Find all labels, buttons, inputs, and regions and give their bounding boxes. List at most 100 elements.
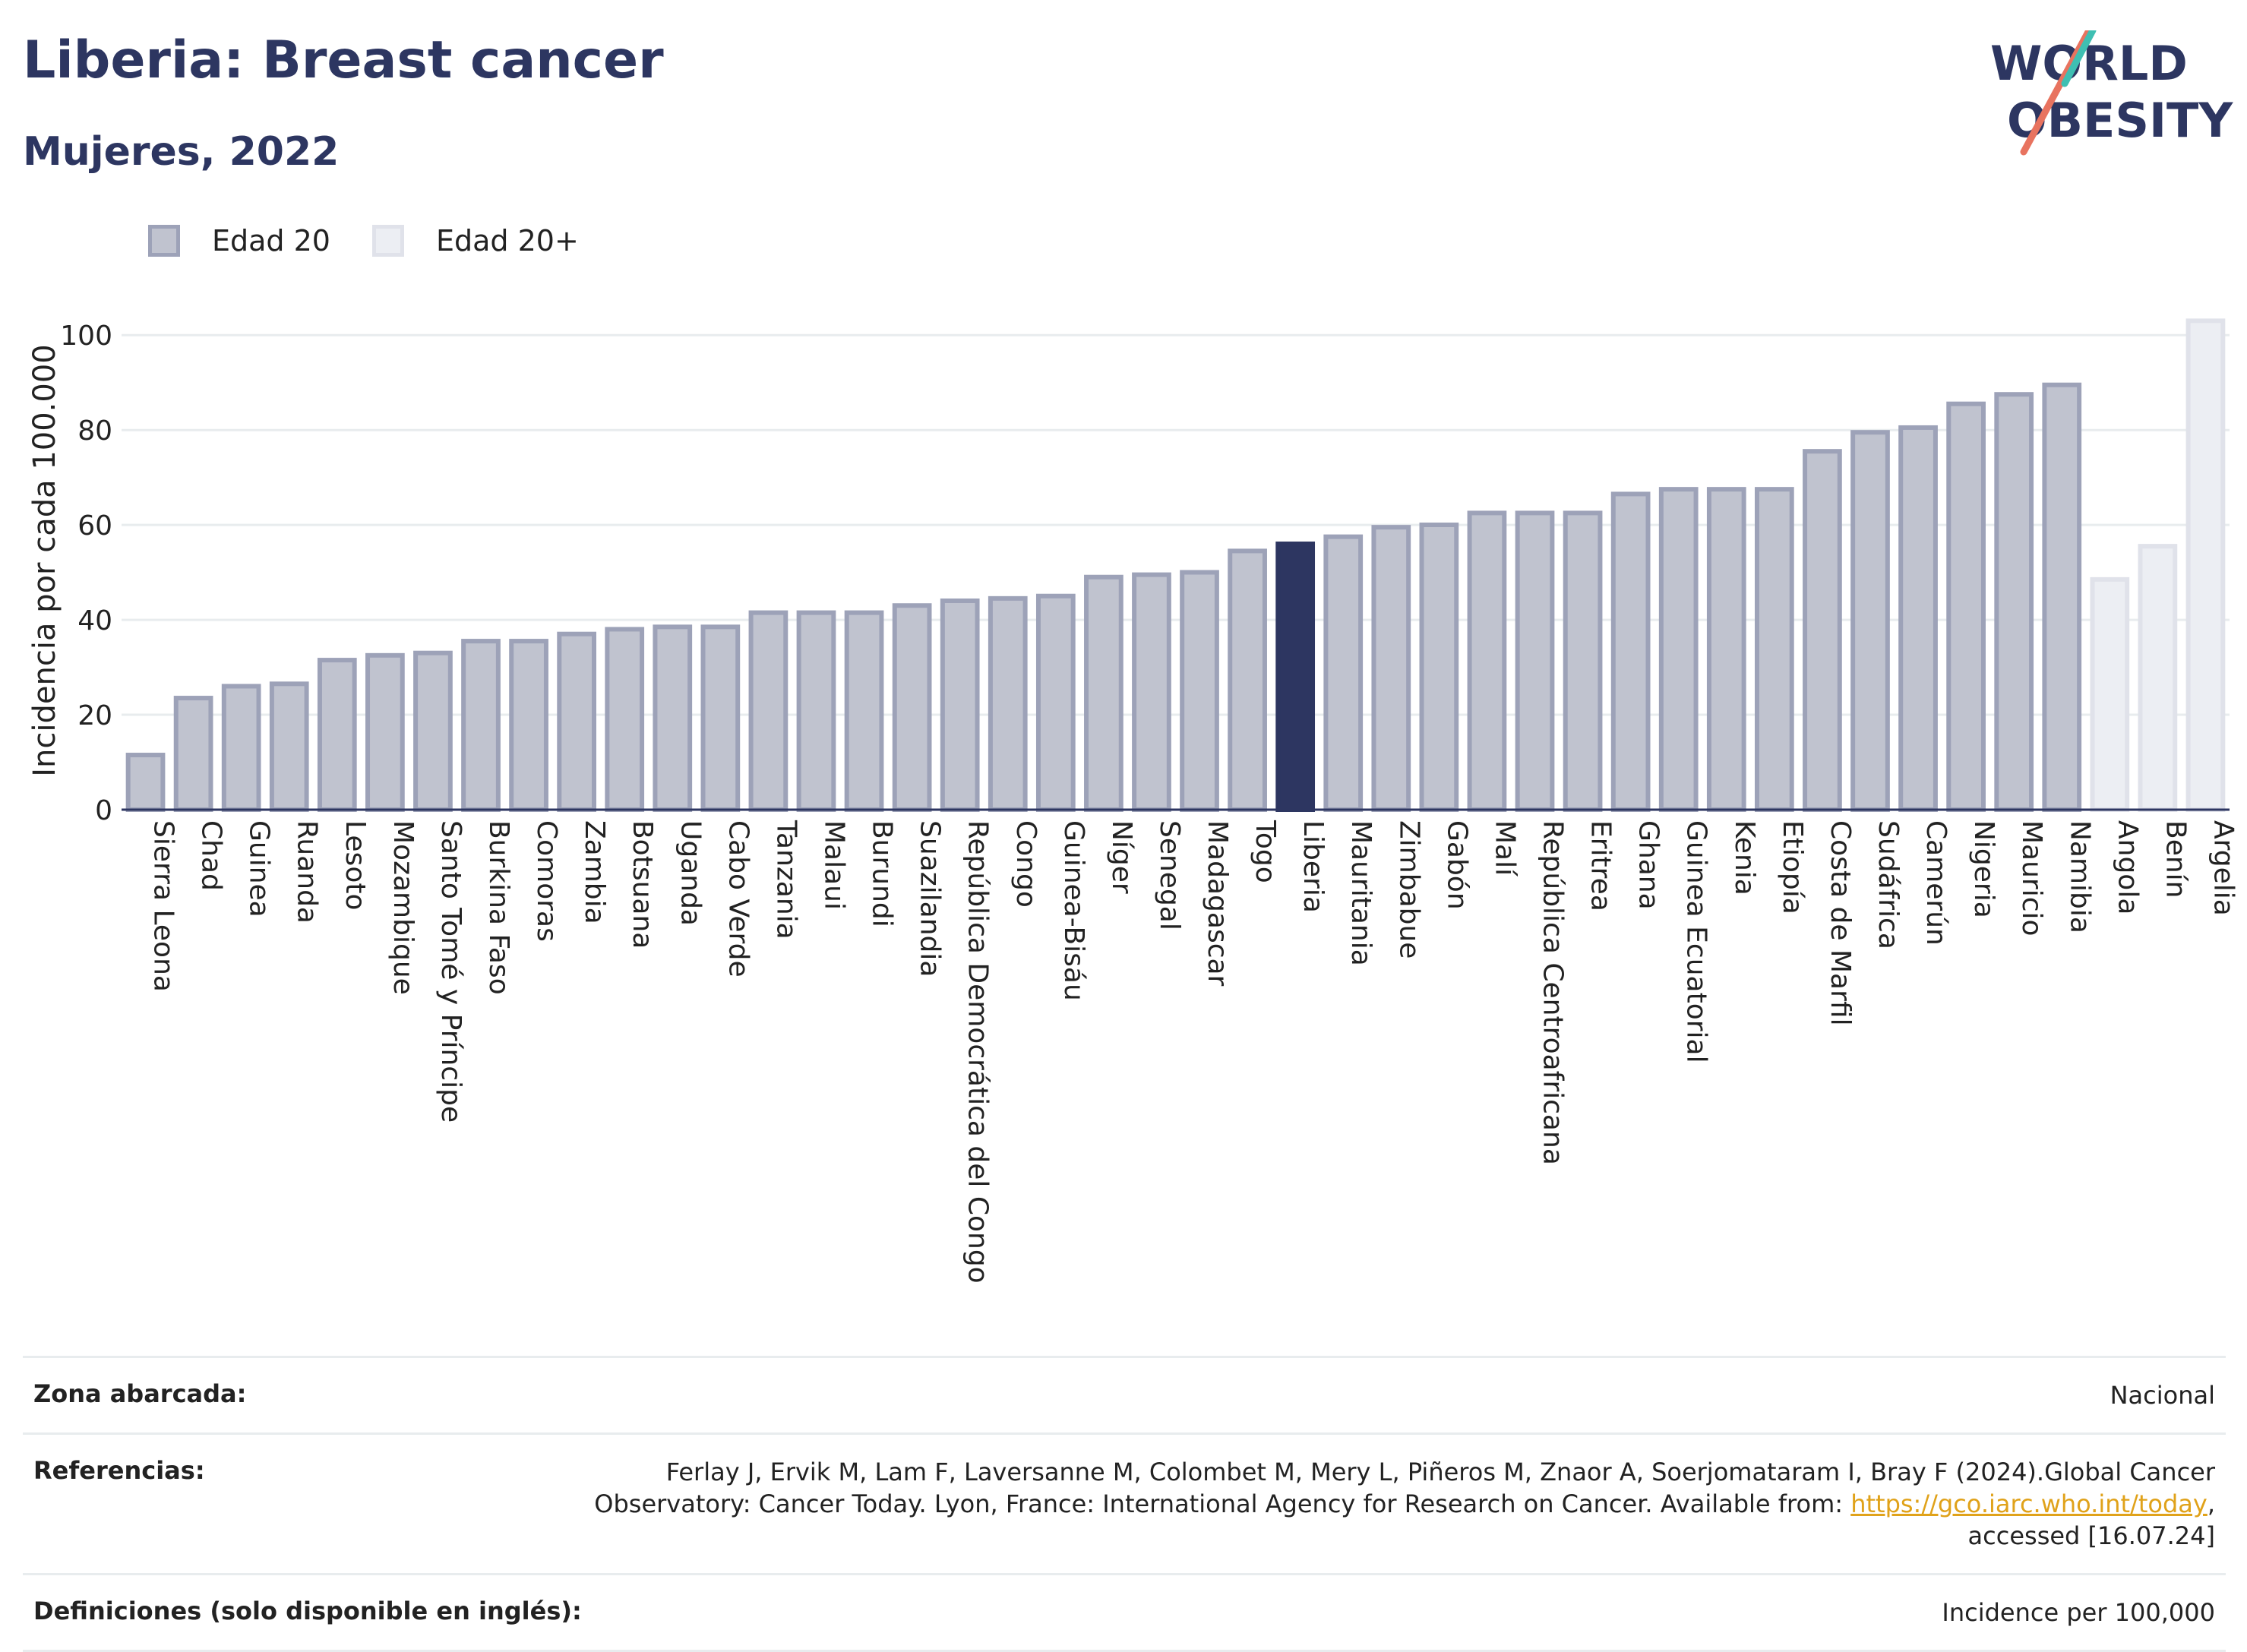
bar[interactable] xyxy=(1994,392,2034,812)
x-tick-label: Benín xyxy=(2160,820,2191,898)
bar[interactable] xyxy=(844,610,884,812)
bar[interactable] xyxy=(796,610,836,812)
axis-layer: 0 20 40 60 80 100 Sierra Leona Chad Guinea Ruanda… xyxy=(60,321,2239,1283)
bar[interactable] xyxy=(2042,382,2082,812)
bar[interactable] xyxy=(1323,534,1364,812)
bar[interactable] xyxy=(221,684,261,813)
bar[interactable] xyxy=(1132,572,1171,812)
x-tick-label: Guinea xyxy=(244,820,275,918)
bar[interactable] xyxy=(2090,576,2130,812)
x-tick-label: Zambia xyxy=(579,820,610,924)
x-tick-label: Angola xyxy=(2112,820,2143,914)
bar[interactable] xyxy=(1946,401,1986,812)
y-tick-label: 40 xyxy=(77,605,112,636)
x-tick-label: Burundi xyxy=(867,820,898,927)
references-tail: , accessed [16.07.24] xyxy=(1967,1489,2215,1550)
bar[interactable] xyxy=(1275,542,1316,812)
x-tick-label: Comoras xyxy=(531,820,562,942)
y-tick-label: 60 xyxy=(77,510,112,542)
x-tick-label: Eritrea xyxy=(1585,820,1617,911)
info-row-references: Referencias: Ferlay J, Ervik M, Lam F, L… xyxy=(23,1432,2226,1573)
bar[interactable] xyxy=(1610,491,1651,812)
bar[interactable] xyxy=(1180,570,1219,812)
bar[interactable] xyxy=(892,603,932,812)
bar-chart: 0 20 40 60 80 100 Sierra Leona Chad Guinea Ruanda… xyxy=(27,318,2239,1284)
x-tick-label: Ruanda xyxy=(292,820,323,924)
x-tick-label: Nigeria xyxy=(1968,820,1999,918)
x-tick-label: Suazilandia xyxy=(915,820,946,977)
info-row-definitions: Definiciones (solo disponible en inglés)… xyxy=(23,1573,2226,1652)
bar[interactable] xyxy=(1754,487,1794,812)
bar[interactable] xyxy=(1419,523,1459,812)
bar[interactable] xyxy=(1563,510,1603,812)
bar[interactable] xyxy=(365,652,405,813)
bar[interactable] xyxy=(557,631,597,813)
bar[interactable] xyxy=(1898,425,1938,812)
bar[interactable] xyxy=(1084,574,1124,812)
x-tick-label: Cabo Verde xyxy=(722,820,754,978)
x-tick-label: Gabón xyxy=(1441,820,1472,910)
bar[interactable] xyxy=(2138,544,2178,812)
coverage-label: Zona abarcada: xyxy=(33,1379,247,1408)
bar[interactable] xyxy=(317,658,357,813)
logo-line2: OBESITY xyxy=(2007,93,2233,148)
bar[interactable] xyxy=(125,753,166,812)
legend-label-edad-20-plus: Edad 20+ xyxy=(435,224,579,257)
x-tick-label: Malaui xyxy=(818,820,849,910)
bar[interactable] xyxy=(605,627,645,813)
x-tick-label: Lesoto xyxy=(340,820,371,911)
bar[interactable] xyxy=(1515,510,1555,812)
bar[interactable] xyxy=(413,650,453,813)
bar[interactable] xyxy=(940,598,980,812)
bar[interactable] xyxy=(1035,593,1076,812)
y-tick-label: 100 xyxy=(60,321,112,352)
x-tick-label: Chad xyxy=(196,820,227,891)
bar[interactable] xyxy=(461,639,501,813)
bar[interactable] xyxy=(269,681,309,812)
references-text: Ferlay J, Ervik M, Lam F, Laversanne M, … xyxy=(594,1458,2215,1518)
x-tick-label: Senegal xyxy=(1154,820,1185,930)
x-tick-label: Zimbabue xyxy=(1393,820,1424,959)
bar[interactable] xyxy=(173,696,213,812)
chart-title: Liberia: Breast cancer xyxy=(23,30,664,90)
bar[interactable] xyxy=(1658,487,1699,812)
legend-swatch-edad-20 xyxy=(148,225,180,257)
x-tick-label: Santo Tomé y Príncipe xyxy=(435,820,466,1123)
bar[interactable] xyxy=(748,610,789,812)
logo-slash-teal xyxy=(2061,30,2097,87)
x-tick-label: Tanzania xyxy=(770,820,801,940)
x-tick-label: Costa de Marfil xyxy=(1825,820,1856,1026)
info-row-coverage: Zona abarcada: Nacional xyxy=(23,1356,2226,1432)
bar[interactable] xyxy=(2185,318,2226,813)
x-tick-label: Sierra Leona xyxy=(148,820,179,992)
legend-item-edad-20-plus[interactable]: Edad 20+ xyxy=(371,224,579,257)
bar[interactable] xyxy=(1467,510,1507,812)
x-tick-label: Botsuana xyxy=(627,820,658,949)
x-tick-label: Kenia xyxy=(1729,820,1760,895)
bar[interactable] xyxy=(1228,548,1267,812)
bar[interactable] xyxy=(988,595,1028,812)
x-tick-label: Etiopía xyxy=(1777,820,1808,914)
bar[interactable] xyxy=(1706,487,1746,812)
x-tick-label: República Democrática del Congo xyxy=(962,820,994,1284)
x-tick-label: Argelia xyxy=(2207,820,2239,916)
x-tick-label: Mauricio xyxy=(2016,820,2047,937)
y-tick-label: 80 xyxy=(77,415,112,447)
references-link[interactable]: https://gco.iarc.who.int/today xyxy=(1850,1489,2207,1518)
x-tick-label: Ghana xyxy=(1633,820,1664,910)
x-tick-label: Togo xyxy=(1250,820,1281,883)
coverage-value: Nacional xyxy=(2110,1381,2215,1410)
y-axis-label: Incidencia por cada 100.000 xyxy=(27,344,62,777)
bar[interactable] xyxy=(653,624,693,813)
x-tick-label: Madagascar xyxy=(1202,820,1233,987)
world-obesity-logo: WORLD OBESITY xyxy=(1990,30,2233,156)
bar[interactable] xyxy=(509,639,548,813)
bar[interactable] xyxy=(1803,449,1842,813)
x-tick-label: República Centroafricana xyxy=(1538,820,1569,1165)
bar[interactable] xyxy=(1371,525,1411,812)
legend-item-edad-20[interactable]: Edad 20 xyxy=(148,224,330,257)
bar-layer xyxy=(125,318,2226,813)
bar[interactable] xyxy=(700,624,741,813)
bar[interactable] xyxy=(1850,430,1890,812)
x-tick-label: Níger xyxy=(1106,820,1137,894)
